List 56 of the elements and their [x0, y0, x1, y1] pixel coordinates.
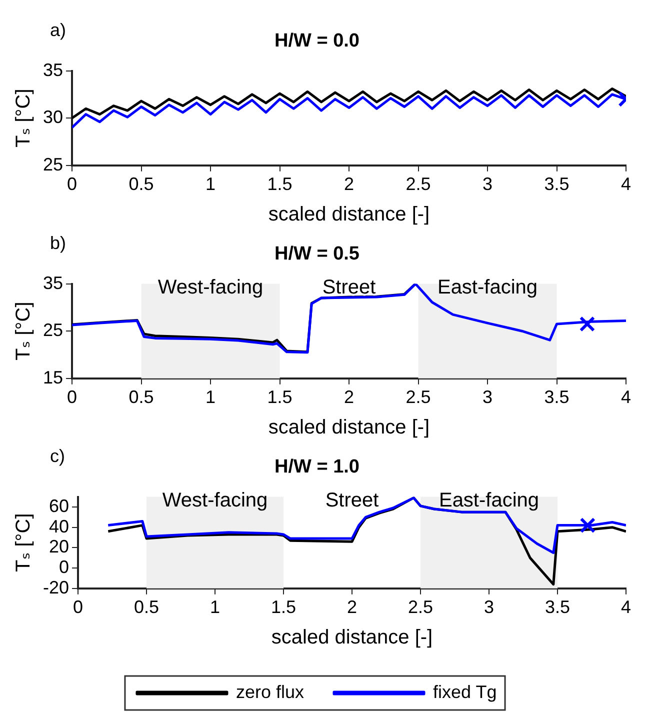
y-tick-label: 25	[42, 320, 64, 340]
x-tick-label: 3.5	[544, 387, 570, 408]
y-tick-label: 60	[48, 496, 70, 516]
x-tick-label: 2.5	[406, 387, 431, 408]
x-tick-label: 3.5	[544, 174, 570, 194]
x-tick-label: 4	[620, 387, 632, 408]
annotation: Street	[325, 489, 380, 512]
y-tick-label: 0	[59, 557, 70, 578]
x-tick-label: 2	[344, 174, 354, 194]
x-tick-label: 0.5	[128, 387, 154, 408]
x-tick-label: 3	[484, 597, 494, 618]
legend-label: zero flux	[236, 682, 304, 702]
y-tick-label: 35	[42, 272, 64, 293]
x-tick-label: 2	[344, 387, 354, 408]
x-tick-label: 3	[482, 174, 493, 194]
legend-label: fixed Tg	[433, 682, 497, 702]
x-tick-label: 0	[73, 597, 84, 618]
y-tick-label: 30	[42, 107, 64, 128]
x-axis-title: scaled distance [-]	[268, 416, 430, 439]
text: b)	[50, 233, 66, 254]
x-tick-label: 0.5	[134, 597, 160, 618]
x-tick-label: 1	[206, 387, 216, 408]
x-tick-label: 4	[620, 597, 632, 618]
x-tick-label: 1.5	[267, 387, 292, 408]
y-tick-label: 20	[48, 536, 70, 557]
y-axis-title: Tₛ [°C]	[12, 302, 35, 360]
y-axis-title: Tₛ [°C]	[12, 513, 35, 572]
x-tick-label: 1.5	[270, 597, 296, 618]
x-tick-label: 1.5	[267, 174, 292, 194]
x-tick-label: 3	[482, 387, 493, 408]
chart-title: H/W = 0.0	[274, 30, 360, 52]
text: c)	[50, 446, 65, 467]
y-tick-label: -20	[43, 577, 70, 598]
band-label: West-facing	[162, 489, 268, 512]
x-axis-title: scaled distance [-]	[271, 626, 433, 649]
y-tick-label: 25	[42, 154, 64, 174]
y-tick-label: 15	[42, 367, 64, 388]
y-axis-title: Tₛ [°C]	[12, 88, 35, 148]
annotation: Street	[322, 276, 376, 298]
band-label: West-facing	[158, 276, 264, 298]
band-label: East-facing	[438, 489, 540, 512]
x-tick-label: 4	[620, 174, 632, 194]
x-tick-label: 2.5	[408, 597, 434, 618]
band-label: East-facing	[437, 276, 538, 298]
x-axis-title: scaled distance [-]	[268, 204, 430, 226]
chart-title: H/W = 1.0	[274, 456, 360, 478]
chart-title: H/W = 0.5	[274, 244, 360, 265]
x-tick-label: 2.5	[406, 174, 431, 194]
text: a)	[50, 20, 66, 41]
y-tick-label: 35	[42, 60, 64, 80]
y-tick-label: 40	[48, 516, 70, 536]
x-tick-label: 0.5	[128, 174, 154, 194]
x-tick-label: 3.5	[544, 597, 570, 618]
x-tick-label: 1	[210, 597, 220, 618]
x-tick-label: 1	[206, 174, 216, 194]
x-tick-label: 2	[347, 597, 358, 618]
